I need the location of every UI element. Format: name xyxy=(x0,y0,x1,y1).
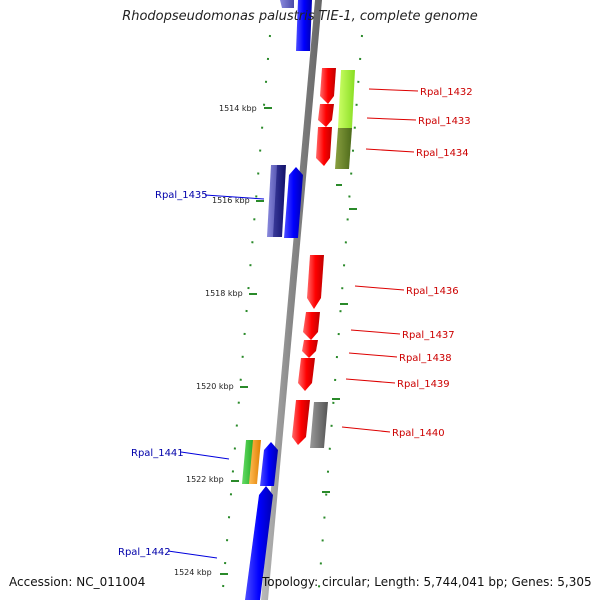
gene-feature[interactable] xyxy=(296,0,312,51)
gene-Rpal_1440[interactable] xyxy=(292,400,310,445)
kbp-label-1518: 1518 kbp xyxy=(205,289,243,298)
gene-feature[interactable] xyxy=(338,70,355,128)
gene-label[interactable]: Rpal_1442 xyxy=(118,547,171,558)
gene-Rpal_1433[interactable] xyxy=(318,104,334,127)
gene-feature[interactable] xyxy=(249,440,261,484)
accession-text: Accession: NC_011004 xyxy=(9,575,146,589)
gene-label[interactable]: Rpal_1440 xyxy=(392,428,445,439)
gene-Rpal_1439[interactable] xyxy=(298,358,315,391)
genome-title: Rhodopseudomonas palustris TIE-1, comple… xyxy=(122,9,478,24)
gene-label[interactable]: Rpal_1436 xyxy=(406,286,459,297)
gene-feature[interactable] xyxy=(273,165,286,237)
kbp-label-1516: 1516 kbp xyxy=(212,196,250,205)
gene-label[interactable]: Rpal_1433 xyxy=(418,116,471,127)
gene-label[interactable]: Rpal_1438 xyxy=(399,353,452,364)
gene-Rpal_1436[interactable] xyxy=(307,255,324,309)
gene-feature[interactable] xyxy=(310,402,328,448)
gene-label[interactable]: Rpal_1441 xyxy=(131,448,184,459)
gene-label[interactable]: Rpal_1437 xyxy=(402,330,455,341)
gene-feature[interactable] xyxy=(284,167,303,238)
kbp-label-1522: 1522 kbp xyxy=(186,475,224,484)
gene-Rpal_1442[interactable] xyxy=(245,486,273,600)
gene-Rpal_1438[interactable] xyxy=(302,340,318,358)
gene-label[interactable]: Rpal_1432 xyxy=(420,87,473,98)
right-gene-labels: Rpal_1432 Rpal_1433 Rpal_1434 Rpal_1436 … xyxy=(392,87,473,439)
right-leader-lines xyxy=(341,88,419,433)
left-gene-labels: Rpal_1435 Rpal_1441 Rpal_1442 xyxy=(118,190,208,558)
gene-Rpal_1432[interactable] xyxy=(320,68,336,104)
gene-feature[interactable] xyxy=(335,128,352,169)
kbp-label-1514: 1514 kbp xyxy=(219,104,257,113)
gene-label[interactable]: Rpal_1435 xyxy=(155,190,208,201)
kbp-label-1520: 1520 kbp xyxy=(196,382,234,391)
gene-label[interactable]: Rpal_1439 xyxy=(397,379,450,390)
gene-label[interactable]: Rpal_1434 xyxy=(416,148,469,159)
left-leader-lines xyxy=(167,194,265,559)
kbp-label-1524: 1524 kbp xyxy=(174,568,212,577)
gene-Rpal_1434[interactable] xyxy=(316,127,332,166)
gene-feature[interactable] xyxy=(260,442,278,486)
gene-Rpal_1437[interactable] xyxy=(303,312,320,340)
genome-summary: Topology: circular; Length: 5,744,041 bp… xyxy=(262,575,592,589)
kbp-labels: 1514 kbp 1516 kbp 1518 kbp 1520 kbp 1522… xyxy=(174,104,257,577)
gene-feature[interactable] xyxy=(280,0,294,8)
kbp-tick-marks xyxy=(220,107,357,575)
